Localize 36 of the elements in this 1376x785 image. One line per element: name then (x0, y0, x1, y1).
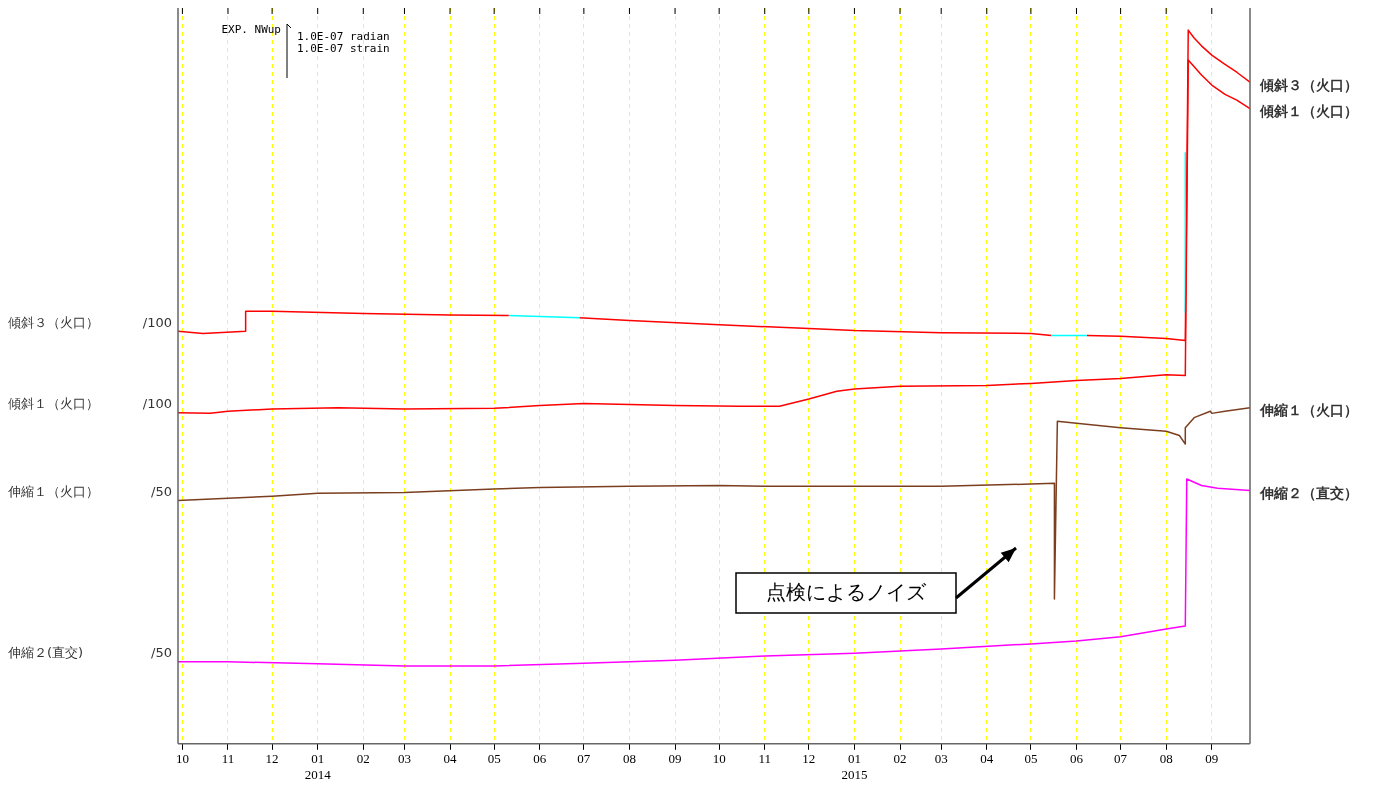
x-tick-label: 08 (622, 751, 636, 767)
x-tick-label: 04 (980, 751, 994, 767)
x-tick-label: 02 (893, 751, 907, 767)
x-tick-label: 05 (487, 751, 501, 767)
text: 伸縮２(直交) /50 (8, 645, 172, 661)
x-tick-label: 07 (1114, 751, 1128, 767)
annotation: 点検によるノイズ (766, 580, 927, 605)
x-tick-label: 10 (175, 751, 189, 767)
x-tick-label: 09 (668, 751, 682, 767)
x-tick-label: 11 (758, 751, 771, 767)
text: 傾斜３（火口） /100 (8, 314, 172, 330)
x-tick-label: 01 2015 (841, 751, 868, 782)
x-tick-label: 04 (443, 751, 458, 767)
x-tick-label: 12 (265, 751, 279, 767)
text: 傾斜１（火口） /100 (8, 396, 172, 412)
x-tick-label: 03 (934, 751, 948, 767)
x-tick-label: 08 (1159, 751, 1173, 767)
x-tick-label: 06 (533, 751, 547, 767)
annotation: 1.0E-07 radian (297, 29, 390, 43)
x-tick-label: 09 (1205, 751, 1219, 767)
x-tick-label: 03 (397, 751, 411, 767)
x-tick-label: 10 (712, 751, 726, 767)
annotation: EXP. NWup (221, 22, 281, 36)
x-tick-label: 05 (1024, 751, 1038, 767)
annotation: 伸縮１（火口） (1259, 402, 1358, 419)
text: 伸縮１（火口） /50 (8, 483, 172, 499)
x-tick-label: 11 (221, 751, 235, 767)
annotation: 伸縮２（直交） (1259, 485, 1358, 502)
x-tick-label: 01 2014 (304, 751, 332, 782)
annotation: 傾斜１（火口） (1259, 103, 1358, 120)
x-tick-label: 12 (802, 751, 816, 767)
annotation: 傾斜３（火口） (1259, 76, 1358, 93)
x-tick-label: 02 (356, 751, 370, 767)
annotation: 1.0E-07 strain (297, 41, 390, 55)
x-tick-label: 07 (577, 751, 591, 767)
x-tick-label: 06 (1069, 751, 1084, 767)
